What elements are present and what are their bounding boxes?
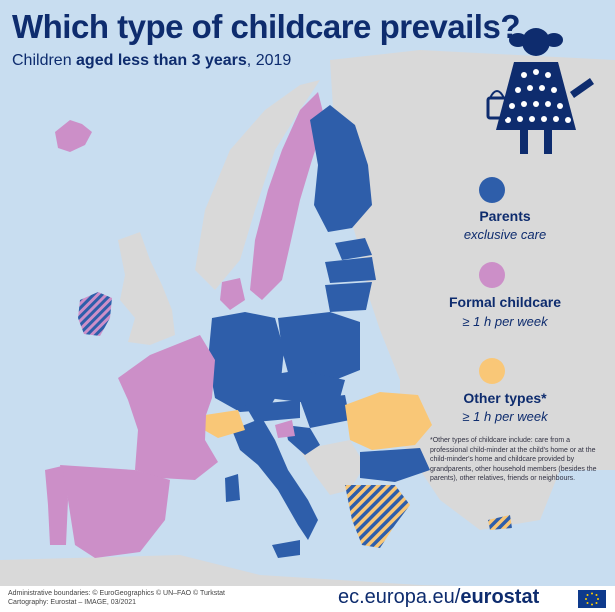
website-link[interactable]: ec.europa.eu/eurostat <box>338 586 539 609</box>
czechia-slovakia <box>268 370 345 402</box>
spain <box>60 465 170 558</box>
denmark <box>220 278 245 310</box>
romania <box>345 392 432 450</box>
legend-other-subtitle: ≥ 1 h per week <box>462 409 548 424</box>
sweden <box>250 92 325 300</box>
child-with-bucket-icon <box>486 28 594 154</box>
footer-bar <box>0 586 615 612</box>
legend-other-dot <box>479 358 505 384</box>
austria <box>245 400 300 422</box>
sicily <box>272 540 300 558</box>
non-eu-north-africa <box>0 555 460 586</box>
footnote: *Other types of childcare include: care … <box>430 437 597 483</box>
legend-parents-title: Parents <box>479 208 531 224</box>
legend-formal-title: Formal childcare <box>448 294 562 310</box>
cyprus <box>488 515 512 530</box>
credits-line-1: Administrative boundaries: © EuroGeograp… <box>8 590 226 597</box>
page-subtitle: Children aged less than 3 years, 2019 <box>12 52 291 70</box>
sardinia <box>225 474 240 502</box>
credits-line-2: Cartography: Eurostat – IMAGE, 03/2021 <box>8 599 137 606</box>
legend-formal-dot <box>479 262 505 288</box>
slovenia <box>275 420 295 438</box>
credits: Administrative boundaries: © EuroGeograp… <box>8 589 225 607</box>
legend-formal-subtitle: ≥ 1 h per week <box>462 314 548 329</box>
legend-parents-dot <box>479 177 505 203</box>
eu-flag-icon <box>578 590 606 608</box>
latvia <box>325 257 376 283</box>
portugal <box>45 466 68 545</box>
uk-land <box>118 232 175 345</box>
greece <box>345 485 410 548</box>
poland <box>278 312 360 382</box>
legend-parents-subtitle: exclusive care <box>463 227 547 242</box>
finland <box>310 105 372 232</box>
subtitle-prefix: Children <box>12 52 77 69</box>
legend-other-title: Other types* <box>463 390 547 406</box>
switzerland <box>204 410 245 438</box>
website-brand: eurostat <box>460 586 540 608</box>
italy <box>232 418 318 540</box>
iceland <box>55 120 92 152</box>
norway-land <box>195 80 320 290</box>
subtitle-bold: aged less than 3 years <box>76 52 247 69</box>
germany-benelux <box>208 312 284 412</box>
ireland <box>78 292 112 336</box>
estonia <box>335 238 372 260</box>
bulgaria <box>360 448 430 482</box>
balkans-non-eu <box>300 440 365 495</box>
france <box>118 335 218 480</box>
subtitle-suffix: , 2019 <box>246 52 292 69</box>
page-title: Which type of childcare prevails? <box>12 8 520 45</box>
hungary <box>300 395 350 428</box>
website-domain: ec.europa.eu/ <box>338 586 461 608</box>
lithuania <box>325 282 372 312</box>
